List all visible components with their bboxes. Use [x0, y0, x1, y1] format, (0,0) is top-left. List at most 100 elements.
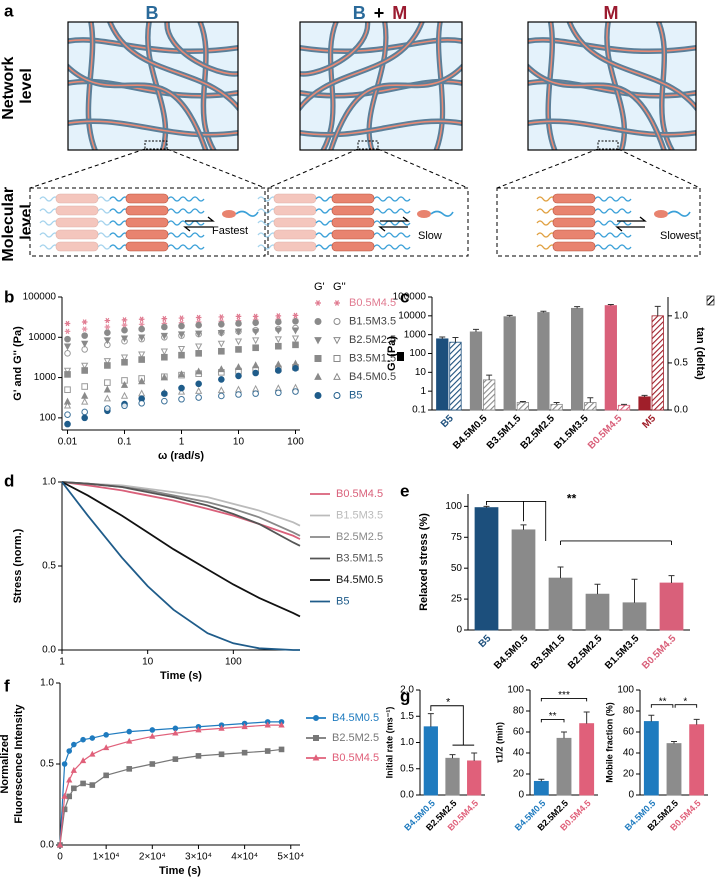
marker — [312, 754, 320, 761]
panel-4: f 0.0 0.5 1.0 Normalized Fluorescence Intensi… — [0, 676, 379, 876]
bar — [643, 721, 659, 796]
error-bar — [607, 303, 614, 306]
tube-core — [166, 22, 238, 75]
marker — [235, 372, 242, 380]
bar — [548, 577, 573, 631]
marker — [149, 761, 156, 767]
x-tick-label: 5×10⁴ — [277, 852, 304, 863]
bar — [467, 760, 482, 796]
marker — [274, 360, 282, 368]
y-axis-label: Stress (norm.) — [12, 528, 24, 603]
marker — [178, 395, 185, 403]
marker — [103, 744, 110, 751]
y-tick-label: 10 — [415, 367, 427, 378]
category-label: B2.5M2.5 — [519, 413, 558, 452]
tube-core — [300, 22, 369, 75]
bar — [516, 402, 530, 411]
tube-core — [199, 22, 215, 150]
y-tick-label: 100 — [507, 685, 524, 696]
significance: ** — [567, 492, 577, 506]
tube-core — [330, 65, 462, 150]
unimer-tail — [235, 210, 259, 217]
core-block — [331, 229, 375, 240]
y-tick-label: 0.5 — [400, 763, 414, 774]
marker — [333, 392, 341, 399]
row-label-line: Molecular — [0, 187, 17, 262]
marker — [71, 741, 77, 748]
y-tick-label: 75 — [451, 532, 463, 543]
marker — [81, 408, 88, 416]
unimer — [222, 210, 236, 218]
fiber — [315, 193, 411, 252]
y-tick-label: 2.0 — [400, 685, 414, 696]
row-label-line: Network — [0, 57, 17, 120]
core-block — [125, 193, 169, 204]
y-tick-label: 80 — [513, 706, 525, 717]
x-tick-label: 4×10⁴ — [231, 852, 258, 863]
marker — [275, 342, 282, 350]
marker — [275, 318, 282, 326]
series-line — [61, 481, 301, 547]
error-bar — [471, 752, 478, 761]
marker — [178, 322, 185, 330]
marker — [120, 391, 129, 399]
panel-letter: b — [4, 287, 14, 306]
y-axis-label: Initial rate (ms⁻¹) — [384, 707, 394, 779]
marker — [61, 761, 68, 767]
marker — [252, 328, 260, 336]
zoom-line — [617, 148, 701, 189]
marker — [235, 346, 242, 353]
corona — [167, 208, 205, 214]
corona — [39, 208, 77, 214]
bar — [537, 312, 550, 411]
x-tick-label: 1 — [179, 437, 185, 448]
marker — [264, 748, 271, 754]
error-bar — [648, 714, 655, 722]
marker — [61, 792, 68, 799]
y-tick-label: 1.0 — [40, 678, 54, 689]
significance: * — [446, 697, 451, 709]
marker — [333, 355, 341, 362]
panel-letter: e — [400, 481, 409, 500]
marker — [235, 320, 242, 327]
marker — [195, 321, 202, 329]
bracket — [540, 697, 588, 723]
marker — [274, 327, 282, 335]
error-bar — [594, 583, 601, 595]
marker — [218, 392, 225, 400]
marker — [66, 793, 73, 800]
marker — [160, 373, 168, 381]
marker — [104, 317, 111, 324]
y-tick-label: 40 — [623, 748, 635, 759]
marker — [81, 326, 88, 332]
y-axis-label: G' and G'' (Pa) — [12, 326, 24, 401]
unimer — [654, 210, 668, 218]
marker — [195, 367, 203, 375]
legend-symbol — [706, 295, 715, 306]
bar — [651, 315, 664, 411]
tube-core — [435, 22, 444, 150]
legend-label: B0.5M4.5 — [336, 488, 383, 500]
error-bar — [561, 731, 567, 739]
x-tick-label: 3×10⁴ — [185, 852, 212, 863]
marker — [103, 394, 111, 402]
corona — [594, 220, 632, 226]
marker — [234, 385, 243, 393]
marker — [103, 337, 111, 345]
exchange-arrow — [615, 216, 647, 232]
panel-letter: d — [4, 471, 14, 490]
marker — [291, 327, 300, 335]
panel-letter: a — [4, 1, 14, 20]
error-bar — [583, 711, 590, 724]
bar — [474, 507, 499, 631]
y-tick-label: 1.0 — [42, 477, 56, 488]
y-tick-label: 100 — [445, 501, 462, 512]
corona — [39, 196, 77, 202]
tubes — [68, 22, 238, 150]
y-axis-label: Mobile fraction (%) — [604, 702, 614, 783]
bracket — [486, 500, 672, 545]
title-part: B — [353, 3, 366, 23]
marker — [314, 372, 322, 380]
